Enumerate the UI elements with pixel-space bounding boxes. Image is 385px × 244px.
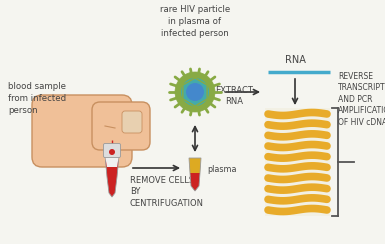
Polygon shape [105, 155, 119, 197]
Bar [265, 108, 330, 216]
Circle shape [109, 149, 115, 155]
Text: blood sample
from infected
person: blood sample from infected person [8, 82, 66, 115]
Circle shape [181, 78, 209, 106]
FancyBboxPatch shape [122, 111, 142, 133]
Polygon shape [190, 173, 200, 191]
Circle shape [175, 72, 215, 112]
Text: EXTRACT
RNA: EXTRACT RNA [215, 86, 253, 106]
FancyBboxPatch shape [92, 102, 150, 150]
FancyBboxPatch shape [104, 143, 121, 157]
Text: REVERSE
TRANSCRIPTION
AND PCR
AMPLIFICATION
OF HIV cDNA: REVERSE TRANSCRIPTION AND PCR AMPLIFICAT… [338, 72, 385, 127]
Text: RNA: RNA [285, 55, 305, 65]
Polygon shape [105, 155, 119, 167]
Text: plasma: plasma [207, 165, 236, 174]
FancyBboxPatch shape [32, 95, 132, 167]
Text: rare HIV particle
in plasma of
infected person: rare HIV particle in plasma of infected … [160, 5, 230, 38]
Circle shape [186, 83, 204, 101]
Text: REMOVE CELLS
BY
CENTRIFUGATION: REMOVE CELLS BY CENTRIFUGATION [130, 176, 204, 208]
Polygon shape [189, 158, 201, 173]
